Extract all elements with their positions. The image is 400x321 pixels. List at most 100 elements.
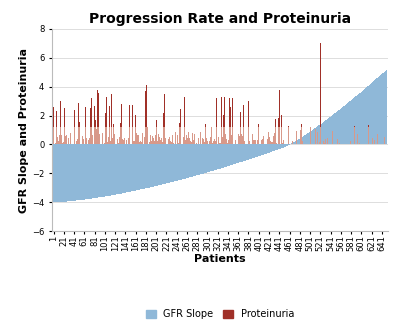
Bar [281, 115, 282, 127]
Bar [69, 144, 70, 201]
Bar [229, 144, 230, 166]
Bar [141, 144, 142, 189]
Bar [301, 127, 302, 144]
Bar [239, 127, 240, 144]
Bar [366, 87, 367, 144]
Bar [108, 137, 109, 144]
Bar [117, 134, 118, 144]
Bar [332, 115, 333, 144]
Bar [301, 137, 302, 144]
Bar [193, 140, 194, 144]
Bar [68, 144, 69, 201]
Bar [234, 144, 235, 164]
Bar [176, 144, 177, 181]
Bar [183, 144, 184, 179]
Bar [321, 124, 322, 144]
Bar [337, 111, 338, 144]
Bar [75, 144, 76, 201]
Bar [89, 138, 90, 144]
Bar [322, 127, 323, 144]
Bar [145, 91, 146, 127]
Bar [159, 141, 160, 144]
Bar [94, 127, 95, 144]
Bar [237, 127, 238, 144]
Bar [134, 144, 135, 191]
Bar [135, 144, 136, 191]
Bar [283, 144, 284, 148]
Bar [154, 144, 155, 186]
Bar [158, 144, 159, 185]
Bar [217, 144, 218, 169]
Bar [85, 127, 86, 144]
Bar [255, 144, 256, 157]
Bar [292, 143, 293, 144]
Bar [135, 127, 136, 144]
Bar [56, 111, 57, 127]
Bar [146, 144, 147, 188]
Bar [79, 144, 80, 200]
Bar [80, 144, 81, 200]
Bar [210, 144, 211, 171]
Bar [271, 144, 272, 152]
Bar [194, 144, 195, 176]
Bar [164, 143, 165, 144]
Bar [120, 144, 121, 194]
Bar [259, 144, 260, 156]
Bar [351, 100, 352, 144]
Bar [295, 130, 296, 144]
Bar [223, 115, 224, 127]
Bar [372, 138, 373, 144]
Bar [111, 144, 112, 195]
Bar [368, 85, 369, 144]
Bar [66, 135, 67, 144]
Bar [162, 139, 163, 144]
Bar [263, 136, 264, 144]
Bar [81, 144, 82, 200]
Bar [60, 101, 61, 127]
Bar [228, 144, 229, 166]
Bar [172, 135, 173, 144]
Bar [212, 143, 213, 144]
Bar [358, 94, 359, 144]
Bar [76, 141, 77, 144]
Bar [106, 98, 107, 127]
Bar [104, 144, 105, 196]
Bar [327, 138, 328, 144]
Bar [335, 113, 336, 144]
Bar [371, 83, 372, 144]
Bar [154, 141, 155, 144]
Bar [261, 144, 262, 155]
Bar [275, 141, 276, 144]
Bar [256, 144, 257, 157]
Bar [54, 144, 55, 202]
Bar [230, 144, 231, 165]
Bar [178, 144, 179, 180]
Bar [133, 144, 134, 191]
Bar [110, 144, 111, 195]
Bar [161, 144, 162, 185]
Bar [120, 127, 121, 144]
Bar [163, 144, 164, 184]
Bar [338, 110, 339, 144]
Bar [129, 105, 130, 127]
Bar [218, 144, 219, 169]
Bar [168, 139, 169, 144]
Bar [123, 144, 124, 193]
Bar [166, 144, 167, 184]
Bar [368, 125, 369, 127]
Bar [105, 113, 106, 127]
Bar [94, 106, 95, 127]
Bar [303, 136, 304, 144]
Bar [299, 139, 300, 144]
Bar [239, 144, 240, 163]
Bar [133, 141, 134, 144]
Bar [87, 144, 88, 199]
Bar [359, 143, 360, 144]
Bar [83, 139, 84, 144]
Bar [328, 118, 329, 144]
Bar [100, 144, 101, 197]
Bar [91, 98, 92, 127]
Bar [84, 143, 85, 144]
Bar [62, 144, 63, 202]
Bar [382, 74, 383, 144]
